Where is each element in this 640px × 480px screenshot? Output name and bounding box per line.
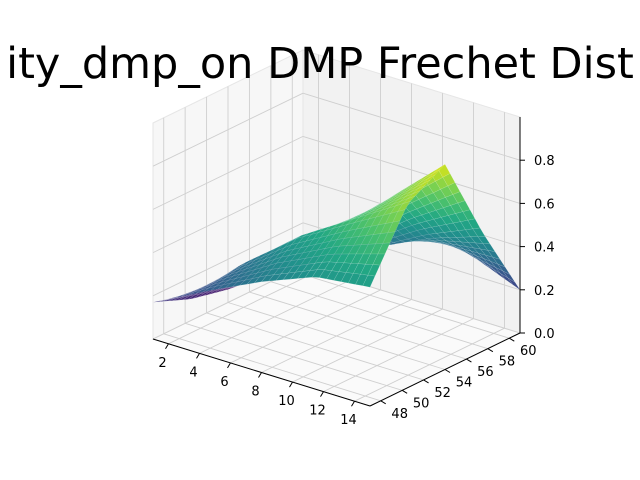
- surface-facet: [442, 173, 456, 187]
- surface-facet: [362, 274, 376, 288]
- grid-line-y-floor: [185, 322, 403, 391]
- surface-facet: [477, 236, 491, 245]
- chart-title: ity_dmp_on DMP Frechet Dist: [6, 39, 634, 89]
- x-tick-mark: [227, 362, 231, 369]
- grid-line-z-left: [152, 179, 304, 254]
- x-tick-mark: [165, 343, 169, 350]
- grid-line-z-left: [152, 135, 304, 210]
- x-tick-label: 2: [158, 356, 166, 371]
- grid-line-y-floor: [163, 333, 381, 402]
- z-tick-label: 0.4: [534, 241, 555, 256]
- surface-facet: [407, 190, 421, 199]
- grid-line-y-floor: [227, 302, 446, 370]
- y-tick-mark: [487, 348, 494, 353]
- y-tick-mark: [509, 337, 515, 342]
- z-tick-label: 0.6: [534, 197, 555, 212]
- y-tick-label: 52: [434, 386, 451, 401]
- x-tick-mark: [196, 353, 200, 359]
- grid-line-z-back: [302, 92, 521, 161]
- tick-labels: 2 4 6 8 10 12 14 48 50 52 54 56 58 60 0.0 0.2 0.4 0.6 0.8: [158, 154, 554, 428]
- x-tick-label: 6: [220, 375, 228, 390]
- y-tick-mark: [466, 358, 472, 363]
- x-tick-mark: [351, 400, 355, 407]
- surface-facet: [497, 263, 511, 276]
- surface-facet: [392, 209, 406, 223]
- y-tick-label: 60: [520, 344, 537, 359]
- surface-facet: [457, 200, 471, 212]
- y-tick-mark: [401, 389, 408, 394]
- surface-mesh: [152, 164, 521, 303]
- y-tick-label: 56: [477, 365, 494, 380]
- z-tick-label: 0.8: [534, 154, 555, 169]
- y-tick-label: 54: [456, 376, 473, 391]
- y-tick-label: 48: [391, 407, 408, 422]
- grid-line-z-left: [152, 92, 304, 167]
- surface-facet: [387, 220, 401, 234]
- grid-line-z-left: [152, 222, 304, 297]
- grid-line-y-floor: [270, 281, 488, 350]
- surface-facet: [417, 180, 431, 189]
- surface-facet: [447, 182, 461, 195]
- y-tick-mark: [423, 379, 429, 384]
- x-tick-mark: [289, 381, 293, 388]
- x-tick-label: 14: [340, 413, 357, 428]
- surface-facet: [492, 256, 506, 268]
- x-tick-mark: [320, 391, 324, 397]
- x-tick-label: 8: [251, 385, 259, 400]
- x-tick-label: 4: [189, 365, 197, 380]
- x-tick-label: 10: [278, 394, 295, 409]
- grid-line-y-floor: [292, 270, 510, 339]
- z-tick-label: 0.2: [534, 284, 555, 299]
- surface-facet: [472, 227, 486, 237]
- axes: [152, 117, 525, 407]
- y-tick-label: 50: [413, 396, 430, 411]
- grid-line-y-floor: [249, 291, 467, 360]
- x-tick-mark: [258, 372, 262, 378]
- y-tick-mark: [444, 369, 451, 373]
- y-tick-label: 58: [499, 355, 516, 370]
- grid-line-z-back: [302, 135, 521, 204]
- grid-line-y-floor: [206, 312, 424, 381]
- x-tick-label: 12: [309, 404, 326, 419]
- z-tick-label: 0.0: [534, 327, 555, 342]
- y-tick-mark: [380, 400, 386, 405]
